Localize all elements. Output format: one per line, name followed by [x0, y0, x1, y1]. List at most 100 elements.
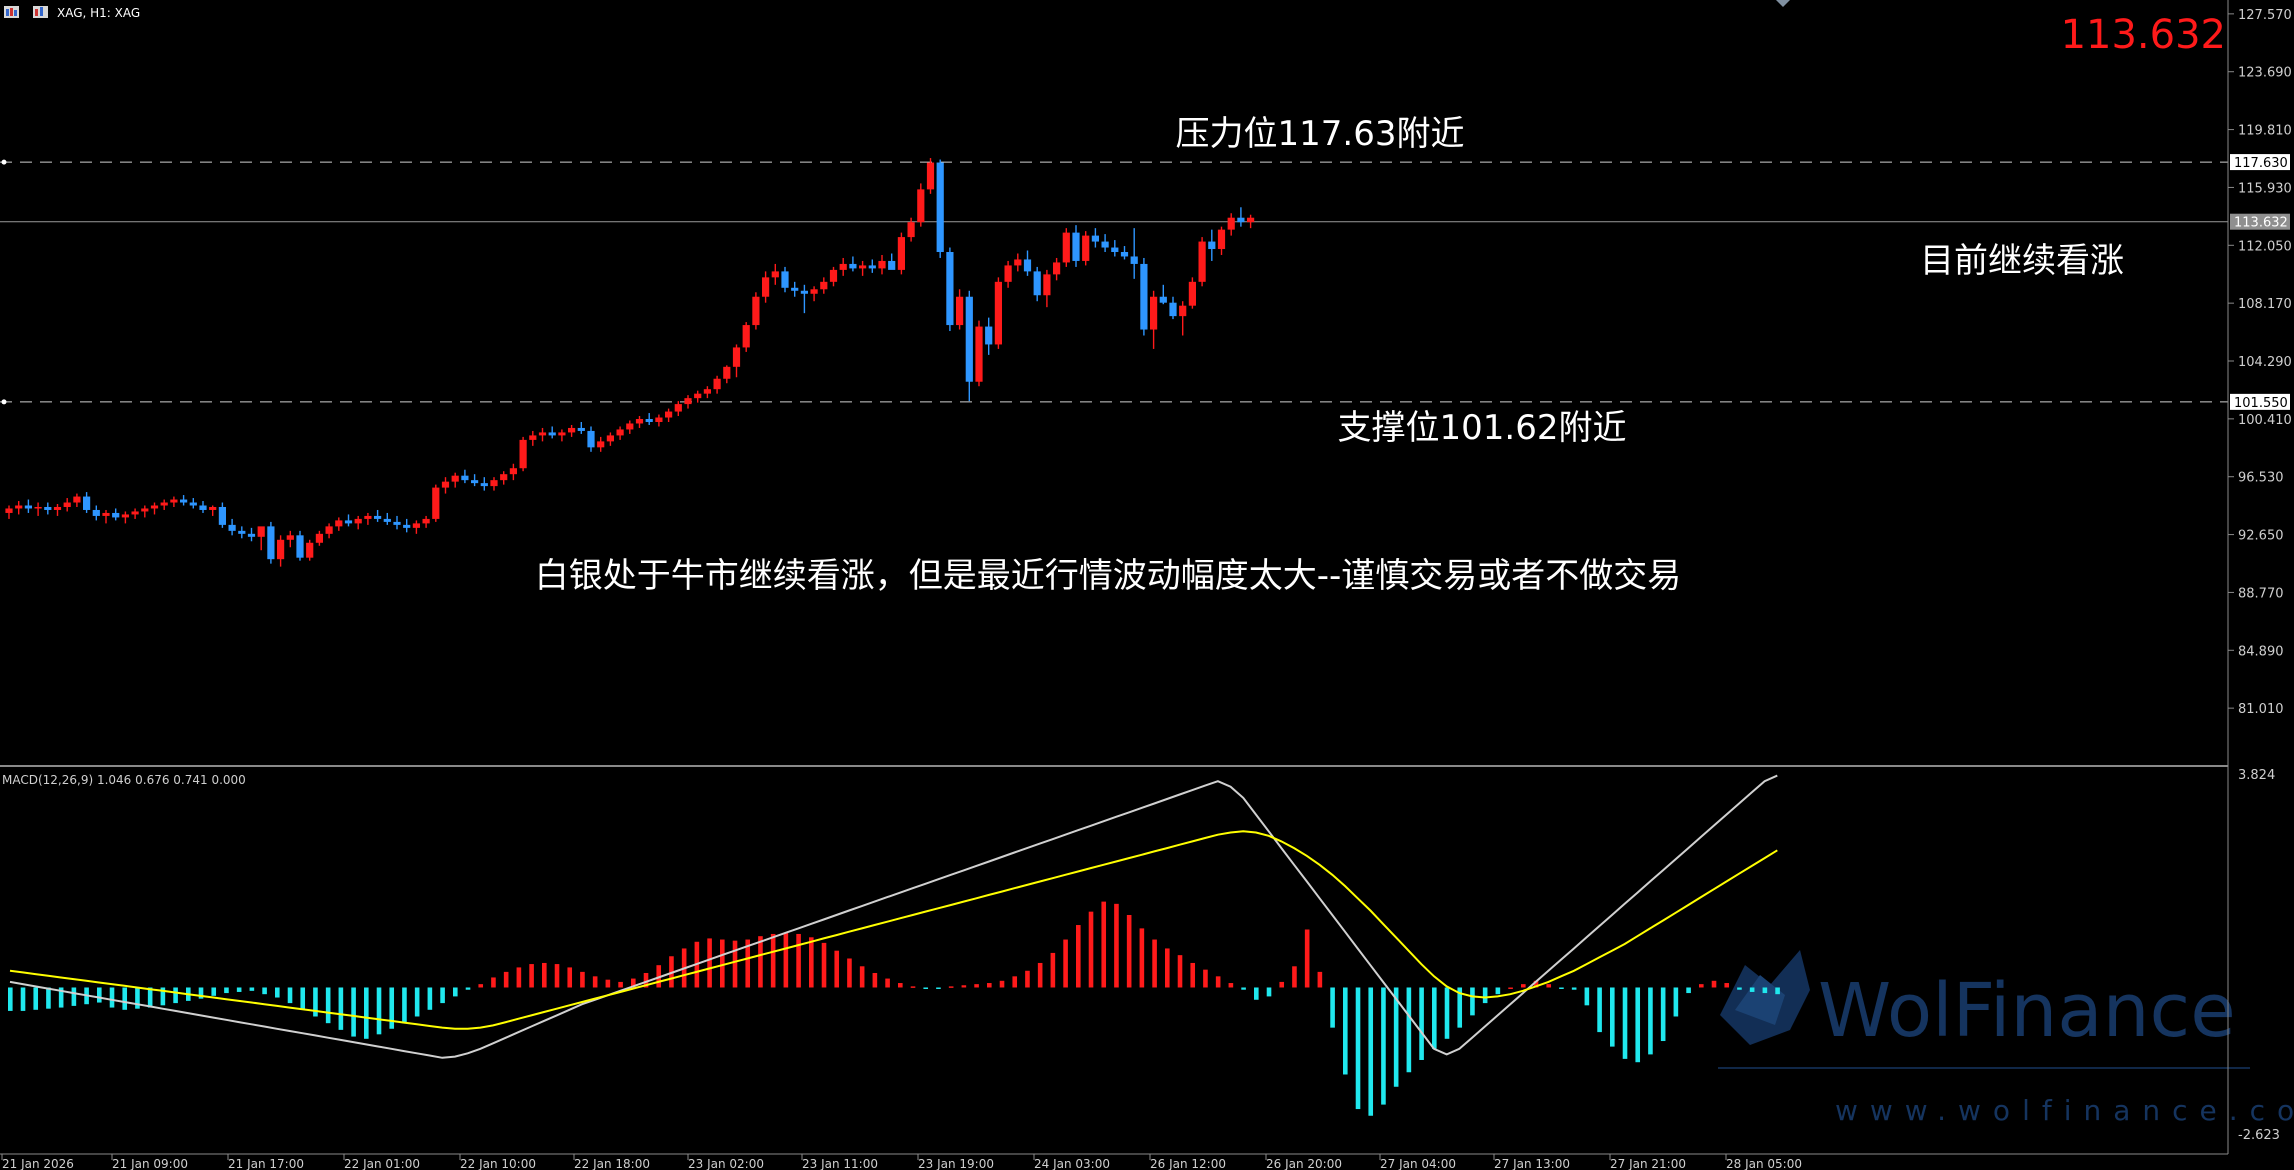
bull-candle: [1179, 301, 1187, 336]
macd-histogram-bar: [275, 987, 280, 998]
macd-histogram-bar: [542, 962, 547, 988]
level-price-label: 101.550: [2234, 396, 2288, 411]
level-anchor-point: [1, 399, 7, 405]
candle-body: [859, 265, 867, 269]
candle-body: [121, 514, 129, 518]
bear-candle: [383, 512, 391, 525]
macd-histogram-bar: [1775, 987, 1780, 995]
candle-body: [849, 263, 857, 269]
candle-body: [92, 509, 100, 516]
bear-candle: [1072, 225, 1080, 267]
price-tick-label: 112.050: [2238, 239, 2292, 254]
macd-histogram-bar: [1559, 987, 1564, 989]
bull-candle: [160, 499, 168, 510]
candle-body: [354, 518, 362, 524]
bull-candle: [286, 530, 294, 548]
window-title: XAG, H1: XAG: [57, 6, 140, 20]
macd-histogram-bar: [529, 964, 534, 988]
candle-body: [1247, 217, 1255, 223]
bull-candle: [519, 436, 527, 472]
macd-histogram-bar: [1012, 976, 1018, 988]
candle-body: [635, 419, 644, 424]
candle-body: [73, 496, 81, 503]
bull-candle: [1043, 269, 1051, 308]
macd-indicator-label: MACD(12,26,9) 1.046 0.676 0.741 0.000: [2, 773, 246, 787]
candle-body: [228, 524, 236, 531]
candle-body: [626, 423, 634, 430]
macd-histogram-bar: [503, 971, 509, 988]
candle-body: [519, 439, 527, 469]
candle-body: [975, 326, 983, 382]
time-tick-label: 22 Jan 18:00: [574, 1157, 650, 1170]
candle-body: [53, 506, 62, 510]
bull-candle: [451, 472, 459, 488]
candle-body: [393, 521, 401, 525]
candle-body: [461, 475, 469, 481]
current-price-label: 113.632: [2061, 12, 2226, 58]
bull-candle: [829, 266, 838, 287]
candle-body: [24, 505, 32, 509]
macd-histogram-bar: [249, 987, 255, 991]
candle-body: [150, 505, 159, 509]
candle-body: [1169, 302, 1177, 317]
macd-histogram-bar: [1635, 987, 1641, 1063]
macd-histogram-bar: [834, 950, 840, 988]
macd-histogram-bar: [821, 942, 827, 988]
macd-histogram-bar: [1330, 987, 1335, 1028]
candle-body: [34, 506, 42, 509]
macd-histogram-bar: [1381, 987, 1386, 1105]
macd-histogram-bar: [707, 938, 712, 988]
bear-candle: [577, 421, 585, 434]
macd-histogram-bar: [745, 939, 751, 988]
candle-body: [762, 277, 770, 297]
macd-histogram-bar: [923, 987, 929, 989]
bull-candle: [121, 511, 129, 524]
macd-histogram-bar: [592, 976, 598, 988]
candle-body: [1227, 217, 1235, 230]
candle-body: [936, 162, 944, 253]
candle-body: [209, 506, 217, 510]
price-tick-label: 104.290: [2238, 355, 2292, 370]
candle-body: [63, 502, 71, 507]
bear-candle: [1091, 228, 1099, 248]
candle-body: [374, 515, 382, 519]
bull-candle: [684, 395, 692, 409]
price-tick-label: 115.930: [2238, 181, 2292, 196]
bear-candle: [1101, 234, 1109, 253]
bull-candle: [723, 365, 731, 384]
candle-body: [471, 480, 479, 484]
macd-panel: MACD(12,26,9) 1.046 0.676 0.741 0.000 3.8…: [2, 768, 2280, 1143]
bear-candle: [247, 527, 256, 542]
macd-histogram-bar: [1063, 939, 1068, 988]
bull-candle: [1004, 260, 1012, 288]
candle-body: [1159, 296, 1167, 303]
candle-body: [1130, 256, 1138, 264]
bull-candle: [529, 430, 537, 446]
bear-candle: [180, 495, 188, 506]
support-annotation: 支撑位101.62附近: [1338, 408, 1627, 448]
candle-body: [141, 508, 149, 512]
bull-candle: [859, 260, 867, 276]
macd-line: [9, 774, 1778, 1059]
macd-histogram-bar: [325, 987, 331, 1024]
time-tick-label: 27 Jan 13:00: [1494, 1157, 1570, 1170]
macd-histogram-bar: [910, 986, 916, 988]
macd-histogram-bar: [732, 940, 738, 988]
price-tick-label: 127.570: [2238, 8, 2292, 23]
candle-body: [645, 419, 653, 422]
macd-histogram-bar: [999, 980, 1005, 988]
wolf-logo-icon: [1720, 950, 1810, 1045]
bull-candle: [5, 505, 13, 519]
bear-candle: [83, 492, 91, 513]
scroll-marker-icon[interactable]: [1776, 0, 1790, 7]
candle-body: [888, 260, 896, 270]
macd-histogram-bar: [402, 987, 407, 1024]
bull-candle: [742, 322, 750, 352]
bear-candle: [1111, 240, 1119, 257]
bull-candle: [1062, 228, 1070, 267]
candle-body: [820, 281, 828, 290]
macd-histogram-bar: [58, 987, 64, 1008]
candle-body: [713, 378, 721, 390]
